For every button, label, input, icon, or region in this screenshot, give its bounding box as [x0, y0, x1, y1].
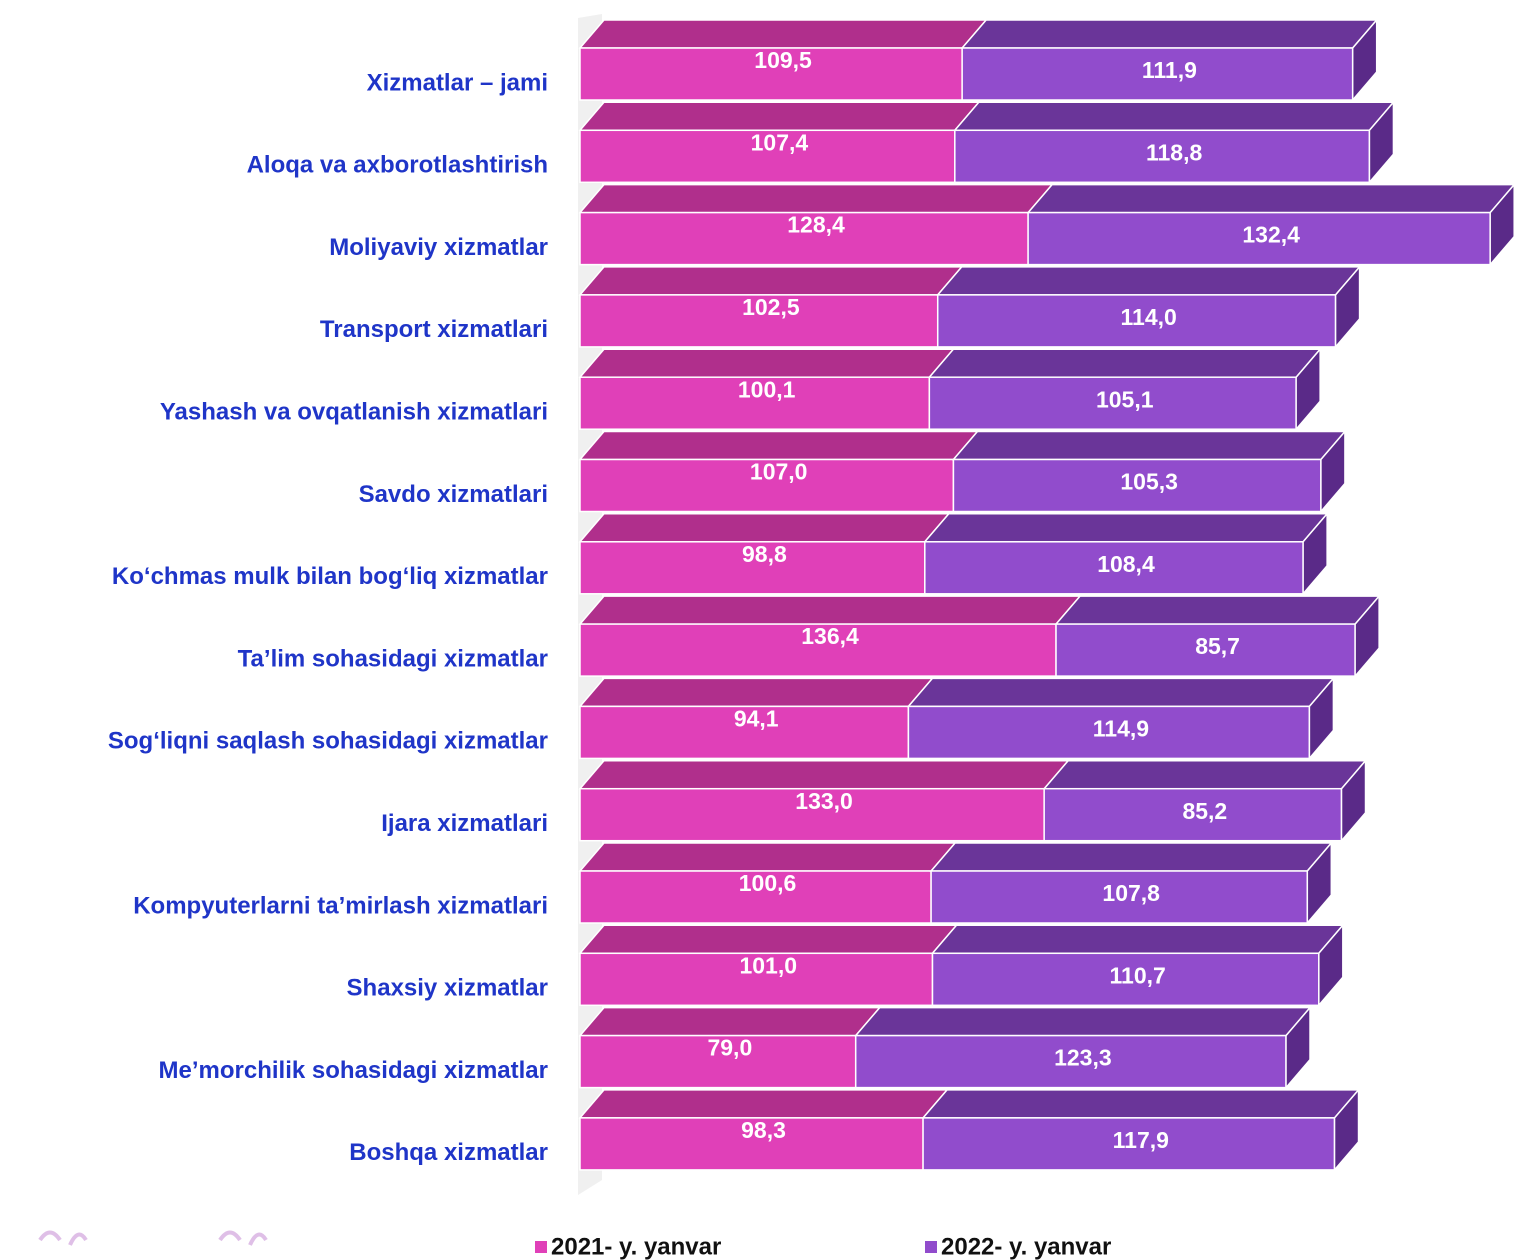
bar-top [856, 1008, 1310, 1036]
bar-top [923, 1090, 1358, 1118]
legend-swatch [535, 1241, 547, 1253]
bar-top [580, 185, 1052, 213]
bar-top [1056, 596, 1379, 624]
bar-top [580, 678, 932, 706]
category-label: Kompyuterlarni ta’mirlash xizmatlari [133, 892, 548, 919]
value-label: 107,0 [750, 459, 808, 485]
bar-top [580, 925, 956, 953]
value-label: 123,3 [1054, 1045, 1112, 1071]
value-label: 118,8 [1146, 139, 1202, 165]
bar-top [931, 843, 1331, 871]
value-label: 79,0 [707, 1035, 752, 1061]
bar-top [580, 1090, 947, 1118]
value-label: 105,1 [1096, 386, 1154, 412]
bar-top [955, 102, 1394, 130]
legend-swatch [925, 1241, 937, 1253]
bar-top [580, 843, 955, 871]
bar-top [580, 761, 1068, 789]
bar-top [1044, 761, 1365, 789]
category-label: Sog‘liqni saqlash sohasidagi xizmatlar [108, 728, 548, 755]
category-label: Boshqa xizmatlar [349, 1139, 548, 1166]
bar-top [938, 267, 1360, 295]
category-label: Xizmatlar – jami [367, 69, 548, 96]
value-label: 132,4 [1242, 222, 1300, 248]
bar-top [953, 432, 1344, 460]
category-label: Moliyaviy xizmatlar [329, 234, 548, 261]
bar-top [962, 20, 1377, 48]
value-label: 133,0 [795, 788, 853, 814]
legend-label: 2021- y. yanvar [551, 1233, 721, 1260]
legend-label: 2022- y. yanvar [941, 1233, 1111, 1260]
value-label: 110,7 [1110, 962, 1166, 988]
category-label: Shaxsiy xizmatlar [347, 975, 548, 1002]
bar-top [580, 596, 1080, 624]
category-label: Ta’lim sohasidagi xizmatlar [238, 645, 548, 672]
value-label: 85,2 [1182, 798, 1227, 824]
category-label: Transport xizmatlari [320, 316, 548, 343]
logo [40, 1233, 266, 1246]
value-label: 102,5 [742, 294, 800, 320]
bar-top [580, 432, 977, 460]
value-label: 111,9 [1142, 57, 1197, 83]
category-label: Savdo xizmatlari [359, 481, 548, 508]
value-label: 107,4 [751, 129, 809, 155]
bar-top [929, 349, 1320, 377]
value-label: 107,8 [1102, 880, 1160, 906]
value-label: 136,4 [801, 623, 859, 649]
bar-top [932, 925, 1342, 953]
value-label: 117,9 [1113, 1127, 1169, 1153]
bar-top [580, 349, 953, 377]
value-label: 100,6 [739, 870, 797, 896]
value-label: 114,9 [1093, 715, 1149, 741]
bar-top [580, 1008, 880, 1036]
value-label: 98,3 [741, 1117, 786, 1143]
category-label: Me’morchilik sohasidagi xizmatlar [159, 1057, 548, 1084]
value-label: 105,3 [1120, 469, 1178, 495]
value-label: 100,1 [738, 376, 796, 402]
value-label: 109,5 [754, 47, 812, 73]
value-label: 108,4 [1097, 551, 1155, 577]
bar-top [580, 102, 979, 130]
category-label: Yashash va ovqatlanish xizmatlari [160, 399, 548, 426]
value-label: 114,0 [1121, 304, 1177, 330]
bar-top [580, 20, 986, 48]
bar-top [1028, 185, 1514, 213]
category-label: Ijara xizmatlari [381, 810, 548, 837]
category-label: Aloqa va axborotlashtirish [247, 152, 548, 179]
value-label: 128,4 [787, 212, 845, 238]
value-label: 101,0 [739, 952, 797, 978]
value-label: 85,7 [1195, 633, 1240, 659]
value-label: 98,8 [742, 541, 787, 567]
bar-top [580, 514, 949, 542]
chart: Xizmatlar – jami 109,5 111,9 Aloqa va axbor… [0, 0, 1515, 1260]
value-label: 94,1 [734, 705, 779, 731]
bar-top [908, 678, 1333, 706]
bar-top [580, 267, 962, 295]
category-label: Ko‘chmas mulk bilan bog‘liq xizmatlar [112, 563, 548, 590]
bar-top [925, 514, 1327, 542]
